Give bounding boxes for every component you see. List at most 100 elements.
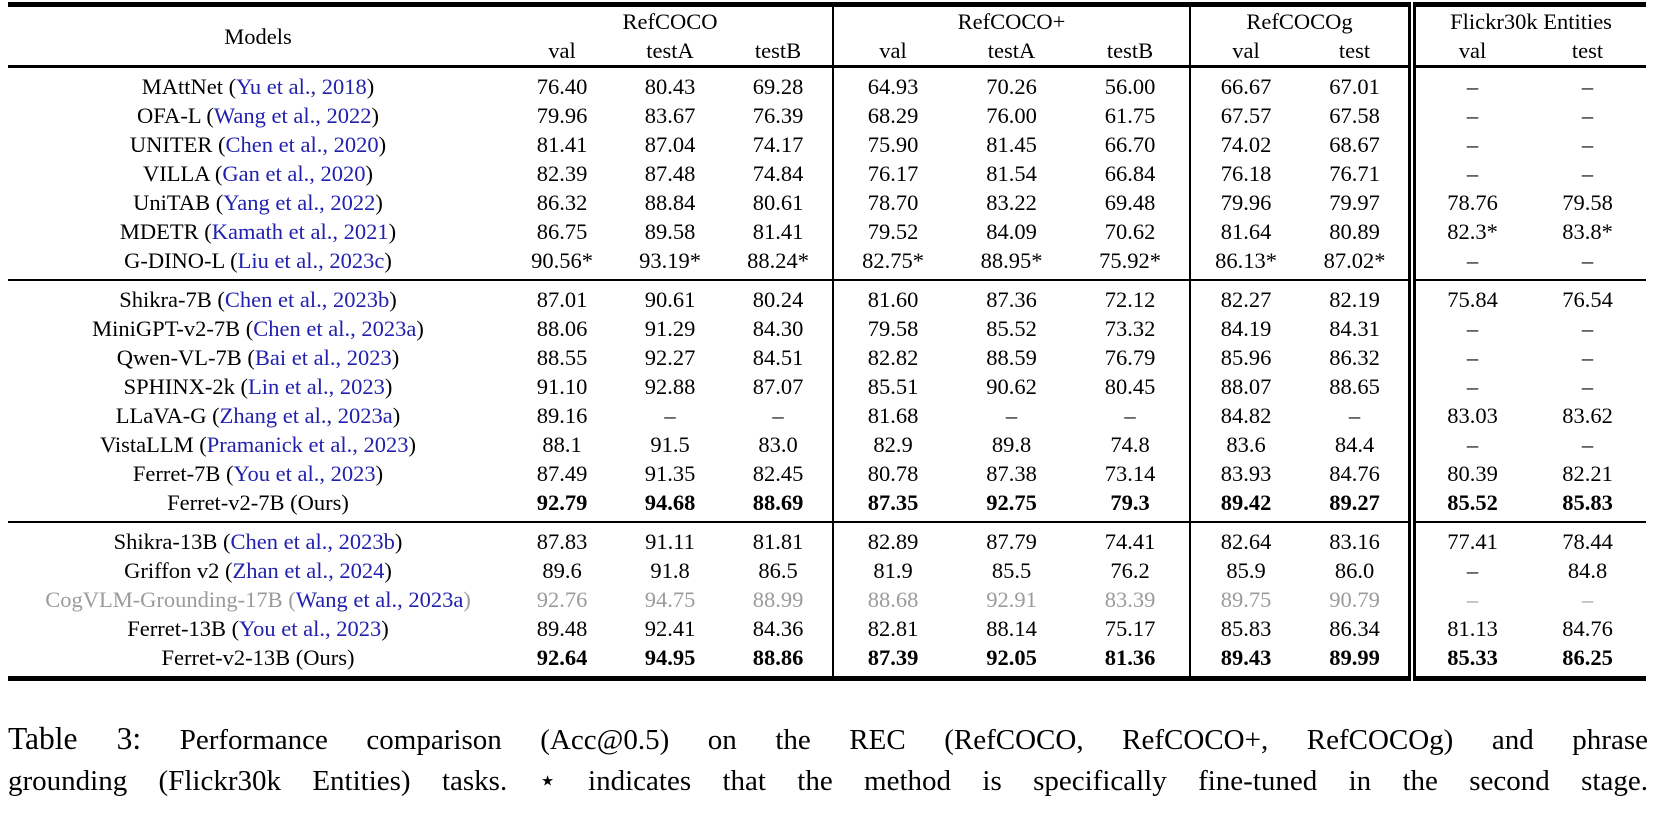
value-cell: 91.10 bbox=[536, 374, 588, 399]
value-cell: 89.58 bbox=[644, 219, 696, 244]
citation-link[interactable]: Zhang et al., 2023a bbox=[219, 403, 393, 428]
table-row: Ferret-7B (You et al., 2023) 87.49 91.35 82… bbox=[8, 459, 1646, 488]
value-cell: 82.81 bbox=[832, 614, 952, 643]
table-row: MAttNet (Yu et al., 2018) 76.40 80.43 69.28… bbox=[8, 66, 1646, 101]
value-cell: 86.75 bbox=[536, 219, 588, 244]
model-name-cell: VILLA (Gan et al., 2020) bbox=[8, 159, 508, 188]
citation-link[interactable]: Lin et al., 2023 bbox=[248, 374, 385, 399]
model-name-cell: Shikra-7B (Chen et al., 2023b) bbox=[8, 280, 508, 314]
citation-link[interactable]: Yu et al., 2018 bbox=[236, 74, 367, 99]
col-header-testB-5: testB bbox=[1106, 38, 1154, 63]
value-cell: 69.28 bbox=[752, 74, 804, 99]
group-header-refcoco: RefCOCO bbox=[622, 9, 718, 34]
group-header-row: Models RefCOCO RefCOCO+ RefCOCOg Flickr3… bbox=[8, 4, 1647, 49]
citation-link[interactable]: Yang et al., 2022 bbox=[223, 190, 376, 215]
citation-link[interactable]: Pramanick et al., 2023 bbox=[206, 432, 409, 457]
value-cell: 94.68 bbox=[644, 490, 696, 515]
col-header-val-0: val bbox=[548, 38, 576, 63]
value-cell: – bbox=[772, 403, 784, 428]
value-cell: 81.45 bbox=[986, 132, 1037, 157]
citation-link[interactable]: Kamath et al., 2021 bbox=[211, 219, 389, 244]
value-cell: 89.43 bbox=[1189, 643, 1302, 679]
value-cell: 88.06 bbox=[536, 316, 588, 341]
value-cell: – bbox=[1408, 343, 1530, 372]
value-cell: 75.90 bbox=[832, 130, 952, 159]
value-cell: 87.38 bbox=[986, 461, 1037, 486]
value-cell: 69.48 bbox=[1104, 190, 1156, 215]
citation-link[interactable]: Zhan et al., 2024 bbox=[232, 558, 385, 583]
col-header-val-3: val bbox=[832, 36, 952, 67]
value-cell: 70.62 bbox=[1104, 219, 1156, 244]
value-cell: 92.41 bbox=[644, 616, 696, 641]
value-cell: – bbox=[1408, 130, 1530, 159]
model-name: UNITER ( bbox=[129, 132, 226, 157]
value-cell: 79.58 bbox=[1562, 190, 1613, 215]
value-cell: 85.51 bbox=[832, 372, 952, 401]
citation-link[interactable]: You et al., 2023 bbox=[233, 461, 376, 486]
citation-link[interactable]: You et al., 2023 bbox=[239, 616, 382, 641]
model-name: CogVLM-Grounding-17B ( bbox=[45, 587, 296, 612]
value-cell: 88.59 bbox=[986, 345, 1037, 370]
value-cell: 89.16 bbox=[536, 403, 588, 428]
value-cell: 83.39 bbox=[1104, 587, 1156, 612]
citation-link[interactable]: Wang et al., 2022 bbox=[213, 103, 372, 128]
value-cell: 80.45 bbox=[1104, 374, 1156, 399]
value-cell: 76.2 bbox=[1110, 558, 1150, 583]
value-cell: 80.89 bbox=[1329, 219, 1380, 244]
value-cell: 83.16 bbox=[1329, 529, 1380, 554]
value-cell: 87.49 bbox=[536, 461, 588, 486]
value-cell: 80.43 bbox=[644, 74, 696, 99]
value-cell: 87.07 bbox=[752, 374, 804, 399]
sub-header-row: val testA testB val testA testB val test val test bbox=[8, 36, 1646, 67]
model-name-suffix: ) bbox=[416, 316, 424, 341]
table-row: VistaLLM (Pramanick et al., 2023) 88.1 91.… bbox=[8, 430, 1646, 459]
citation-link[interactable]: Chen et al., 2023a bbox=[253, 316, 417, 341]
value-cell: 82.9 bbox=[832, 430, 952, 459]
citation-link[interactable]: Chen et al., 2023b bbox=[224, 287, 390, 312]
value-cell: 81.13 bbox=[1408, 614, 1530, 643]
model-name-cell: LLaVA-G (Zhang et al., 2023a) bbox=[8, 401, 508, 430]
value-cell: 87.01 bbox=[536, 287, 588, 312]
value-cell: 80.61 bbox=[752, 190, 804, 215]
col-header-test-7: test bbox=[1338, 38, 1371, 63]
value-cell: – bbox=[1408, 556, 1530, 585]
value-cell: – bbox=[1408, 159, 1530, 188]
model-name-suffix: ) bbox=[391, 345, 400, 370]
value-cell: 77.41 bbox=[1408, 522, 1530, 556]
value-cell: 89.27 bbox=[1329, 490, 1380, 515]
value-cell: 78.70 bbox=[832, 188, 952, 217]
value-cell: 82.75* bbox=[832, 246, 952, 280]
value-cell: 91.11 bbox=[645, 529, 695, 554]
value-cell: 78.44 bbox=[1562, 529, 1613, 554]
value-cell: 83.03 bbox=[1408, 401, 1530, 430]
value-cell: 90.61 bbox=[644, 287, 696, 312]
citation-link[interactable]: Chen et al., 2020 bbox=[225, 132, 379, 157]
value-cell: 81.64 bbox=[1189, 217, 1302, 246]
citation-link[interactable]: Liu et al., 2023c bbox=[237, 248, 385, 273]
value-cell: 79.97 bbox=[1329, 190, 1380, 215]
table-row: UniTAB (Yang et al., 2022) 86.32 88.84 80.6… bbox=[8, 188, 1646, 217]
citation-link[interactable]: Wang et al., 2023a bbox=[295, 587, 464, 612]
model-name-cell: VistaLLM (Pramanick et al., 2023) bbox=[8, 430, 508, 459]
table-row: SPHINX-2k (Lin et al., 2023) 91.10 92.88 87… bbox=[8, 372, 1646, 401]
caption-text-1: Performance comparison (Acc@0.5) on the … bbox=[179, 724, 1648, 756]
value-cell: 66.84 bbox=[1104, 161, 1156, 186]
value-cell: 73.14 bbox=[1104, 461, 1156, 486]
model-name: VistaLLM ( bbox=[99, 432, 207, 457]
col-header-test-9: test bbox=[1571, 38, 1604, 63]
value-cell: 84.4 bbox=[1334, 432, 1375, 457]
value-cell: 86.32 bbox=[1329, 345, 1380, 370]
value-cell: 92.88 bbox=[644, 374, 696, 399]
value-cell: 85.83 bbox=[1562, 490, 1613, 515]
value-cell: 92.79 bbox=[536, 490, 588, 515]
value-cell: 84.8 bbox=[1567, 558, 1608, 583]
value-cell: 76.71 bbox=[1329, 161, 1380, 186]
value-cell: – bbox=[1581, 374, 1594, 399]
citation-link[interactable]: Chen et al., 2023b bbox=[230, 529, 395, 554]
model-name-cell: Shikra-13B (Chen et al., 2023b) bbox=[8, 522, 508, 556]
citation-link[interactable]: Bai et al., 2023 bbox=[254, 345, 392, 370]
value-cell: 87.02* bbox=[1323, 248, 1386, 273]
citation-link[interactable]: Gan et al., 2020 bbox=[222, 161, 366, 186]
value-cell: 92.75 bbox=[986, 490, 1037, 515]
model-name-cell: OFA-L (Wang et al., 2022) bbox=[8, 101, 508, 130]
